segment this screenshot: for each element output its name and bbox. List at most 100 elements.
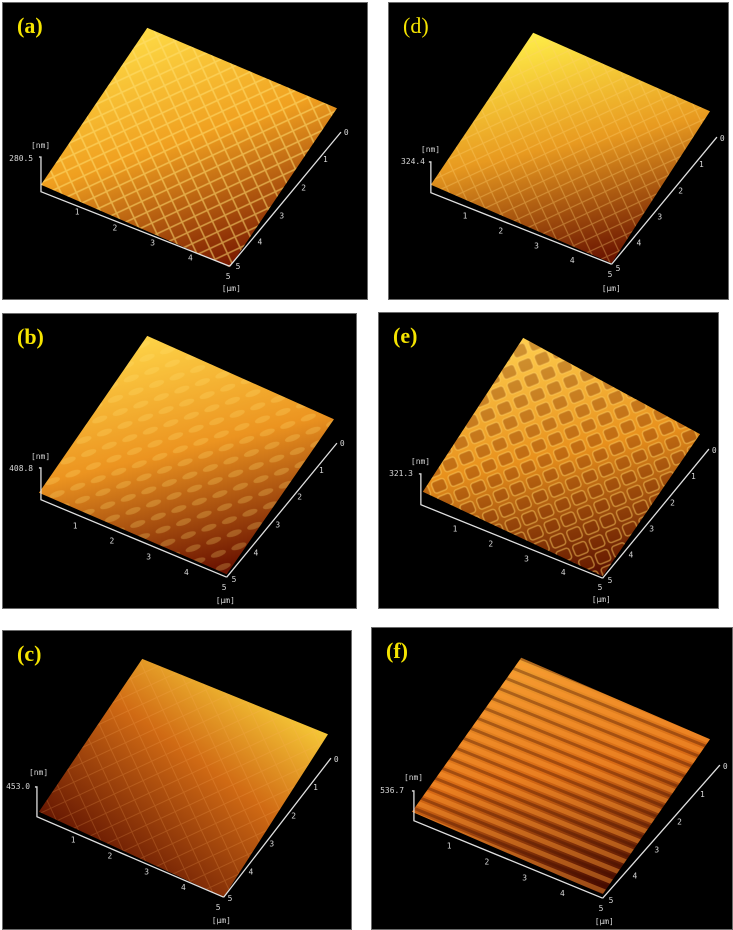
svg-text:2: 2 bbox=[109, 536, 114, 545]
axes-text: [nm] 453.0 1 2 3 4 5 [µm] 0 1 2 3 4 5 bbox=[6, 755, 339, 925]
svg-text:5: 5 bbox=[598, 583, 603, 592]
svg-text:1: 1 bbox=[447, 842, 452, 851]
panel-label: (b) bbox=[17, 324, 44, 349]
z-unit-label: [nm] bbox=[31, 141, 50, 150]
afm-panel-c: (c) [nm] 453.0 1 2 3 4 5 [µm] 0 1 2 3 4 … bbox=[2, 630, 352, 930]
svg-text:[µm]: [µm] bbox=[216, 596, 235, 605]
svg-text:3: 3 bbox=[524, 554, 529, 563]
svg-text:4: 4 bbox=[561, 568, 566, 577]
xy-unit-label: [µm] bbox=[222, 284, 241, 293]
svg-text:5: 5 bbox=[616, 264, 621, 273]
svg-text:[µm]: [µm] bbox=[602, 284, 621, 293]
z-max-label: 280.5 bbox=[9, 154, 33, 163]
afm-3d-surface bbox=[38, 335, 338, 578]
svg-text:3: 3 bbox=[654, 846, 659, 855]
svg-text:0: 0 bbox=[723, 762, 728, 771]
axes-text: [nm] 536.7 1 2 3 4 5 [µm] 0 1 2 3 4 5 bbox=[380, 762, 728, 926]
panel-label: (c) bbox=[17, 641, 42, 666]
svg-text:1: 1 bbox=[73, 522, 78, 531]
svg-text:1: 1 bbox=[453, 525, 458, 534]
svg-text:[nm]: [nm] bbox=[31, 452, 50, 461]
svg-text:1: 1 bbox=[700, 790, 705, 799]
svg-text:[nm]: [nm] bbox=[421, 145, 440, 154]
svg-text:0: 0 bbox=[712, 446, 717, 455]
svg-text:5: 5 bbox=[222, 583, 227, 592]
svg-text:5: 5 bbox=[608, 576, 613, 585]
panel-label: (a) bbox=[17, 13, 43, 38]
svg-text:5: 5 bbox=[609, 896, 614, 905]
svg-text:3: 3 bbox=[279, 212, 284, 221]
panel-label: (e) bbox=[393, 323, 418, 348]
axes-text: [nm] 280.5 1 2 3 4 5 [µm] 0 1 2 3 4 5 bbox=[9, 128, 349, 293]
svg-text:2: 2 bbox=[498, 226, 503, 235]
afm-3d-surface bbox=[34, 658, 332, 898]
svg-text:3: 3 bbox=[275, 521, 280, 530]
panel-label: (f) bbox=[386, 638, 408, 663]
svg-text:1: 1 bbox=[699, 160, 704, 169]
svg-text:321.3: 321.3 bbox=[389, 469, 413, 478]
axes-text: [nm] 321.3 1 2 3 4 5 [µm] 0 1 2 3 4 5 bbox=[389, 446, 717, 604]
afm-3d-surface bbox=[411, 657, 721, 899]
svg-text:5: 5 bbox=[228, 894, 233, 903]
afm-panel-a: (a) [nm] 280.5 1 2 3 4 5 [µm] 0 1 2 3 4 … bbox=[2, 2, 368, 300]
svg-text:3: 3 bbox=[657, 213, 662, 222]
svg-text:1: 1 bbox=[691, 472, 696, 481]
svg-text:3: 3 bbox=[522, 873, 527, 882]
svg-text:3: 3 bbox=[649, 525, 654, 534]
svg-text:2: 2 bbox=[488, 539, 493, 548]
svg-text:2: 2 bbox=[677, 818, 682, 827]
afm-panel-b: (b) [nm] 408.8 1 2 3 4 5 [µm] 0 1 2 3 4 … bbox=[2, 313, 357, 609]
svg-text:0: 0 bbox=[720, 134, 725, 143]
svg-text:2: 2 bbox=[107, 851, 112, 860]
afm-panel-d: (d) [nm] 324.4 1 2 3 4 5 [µm] 0 1 2 3 4 … bbox=[388, 2, 729, 300]
svg-text:1: 1 bbox=[75, 208, 80, 217]
svg-text:408.8: 408.8 bbox=[9, 464, 33, 473]
svg-text:5: 5 bbox=[232, 575, 237, 584]
svg-text:3: 3 bbox=[144, 867, 149, 876]
svg-text:2: 2 bbox=[112, 223, 117, 232]
svg-text:2: 2 bbox=[297, 493, 302, 502]
svg-text:3: 3 bbox=[146, 552, 151, 561]
afm-3d-surface bbox=[418, 337, 710, 579]
svg-text:1: 1 bbox=[71, 836, 76, 845]
svg-text:5: 5 bbox=[226, 272, 231, 281]
svg-text:4: 4 bbox=[181, 883, 186, 892]
svg-text:4: 4 bbox=[560, 889, 565, 898]
svg-text:4: 4 bbox=[253, 548, 258, 557]
afm-panel-f: (f) [nm] 536.7 1 2 3 4 5 [µm] 0 1 2 3 4 bbox=[371, 627, 733, 930]
svg-text:324.4: 324.4 bbox=[401, 157, 425, 166]
afm-panel-e: (e) [nm] 321.3 1 2 3 4 5 [µm] 0 1 2 3 4 … bbox=[378, 312, 719, 609]
svg-text:4: 4 bbox=[636, 238, 641, 247]
svg-text:5: 5 bbox=[608, 270, 613, 279]
axes-text: [nm] 408.8 1 2 3 4 5 [µm] 0 1 2 3 4 5 bbox=[9, 439, 345, 605]
svg-text:453.0: 453.0 bbox=[6, 782, 30, 791]
svg-text:[µm]: [µm] bbox=[592, 595, 611, 604]
svg-text:4: 4 bbox=[628, 550, 633, 559]
svg-text:536.7: 536.7 bbox=[380, 786, 404, 795]
svg-text:5: 5 bbox=[236, 262, 241, 271]
svg-text:2: 2 bbox=[291, 812, 296, 821]
afm-3d-surface bbox=[428, 32, 718, 265]
svg-text:4: 4 bbox=[249, 867, 254, 876]
svg-text:[µm]: [µm] bbox=[595, 917, 614, 926]
svg-text:[nm]: [nm] bbox=[404, 773, 423, 782]
svg-text:2: 2 bbox=[484, 857, 489, 866]
svg-text:[nm]: [nm] bbox=[411, 457, 430, 466]
svg-text:4: 4 bbox=[632, 871, 637, 880]
svg-text:4: 4 bbox=[570, 256, 575, 265]
svg-text:5: 5 bbox=[216, 903, 221, 912]
svg-text:0: 0 bbox=[340, 439, 345, 448]
svg-text:3: 3 bbox=[150, 238, 155, 247]
svg-text:[µm]: [µm] bbox=[212, 916, 231, 925]
svg-text:3: 3 bbox=[534, 241, 539, 250]
svg-text:2: 2 bbox=[678, 187, 683, 196]
afm-3d-surface bbox=[38, 27, 342, 268]
svg-text:3: 3 bbox=[269, 840, 274, 849]
svg-text:0: 0 bbox=[334, 755, 339, 764]
svg-text:1: 1 bbox=[313, 783, 318, 792]
svg-text:1: 1 bbox=[319, 466, 324, 475]
svg-text:1: 1 bbox=[323, 155, 328, 164]
svg-text:4: 4 bbox=[258, 237, 263, 246]
svg-text:1: 1 bbox=[463, 212, 468, 221]
svg-text:0: 0 bbox=[344, 128, 349, 137]
